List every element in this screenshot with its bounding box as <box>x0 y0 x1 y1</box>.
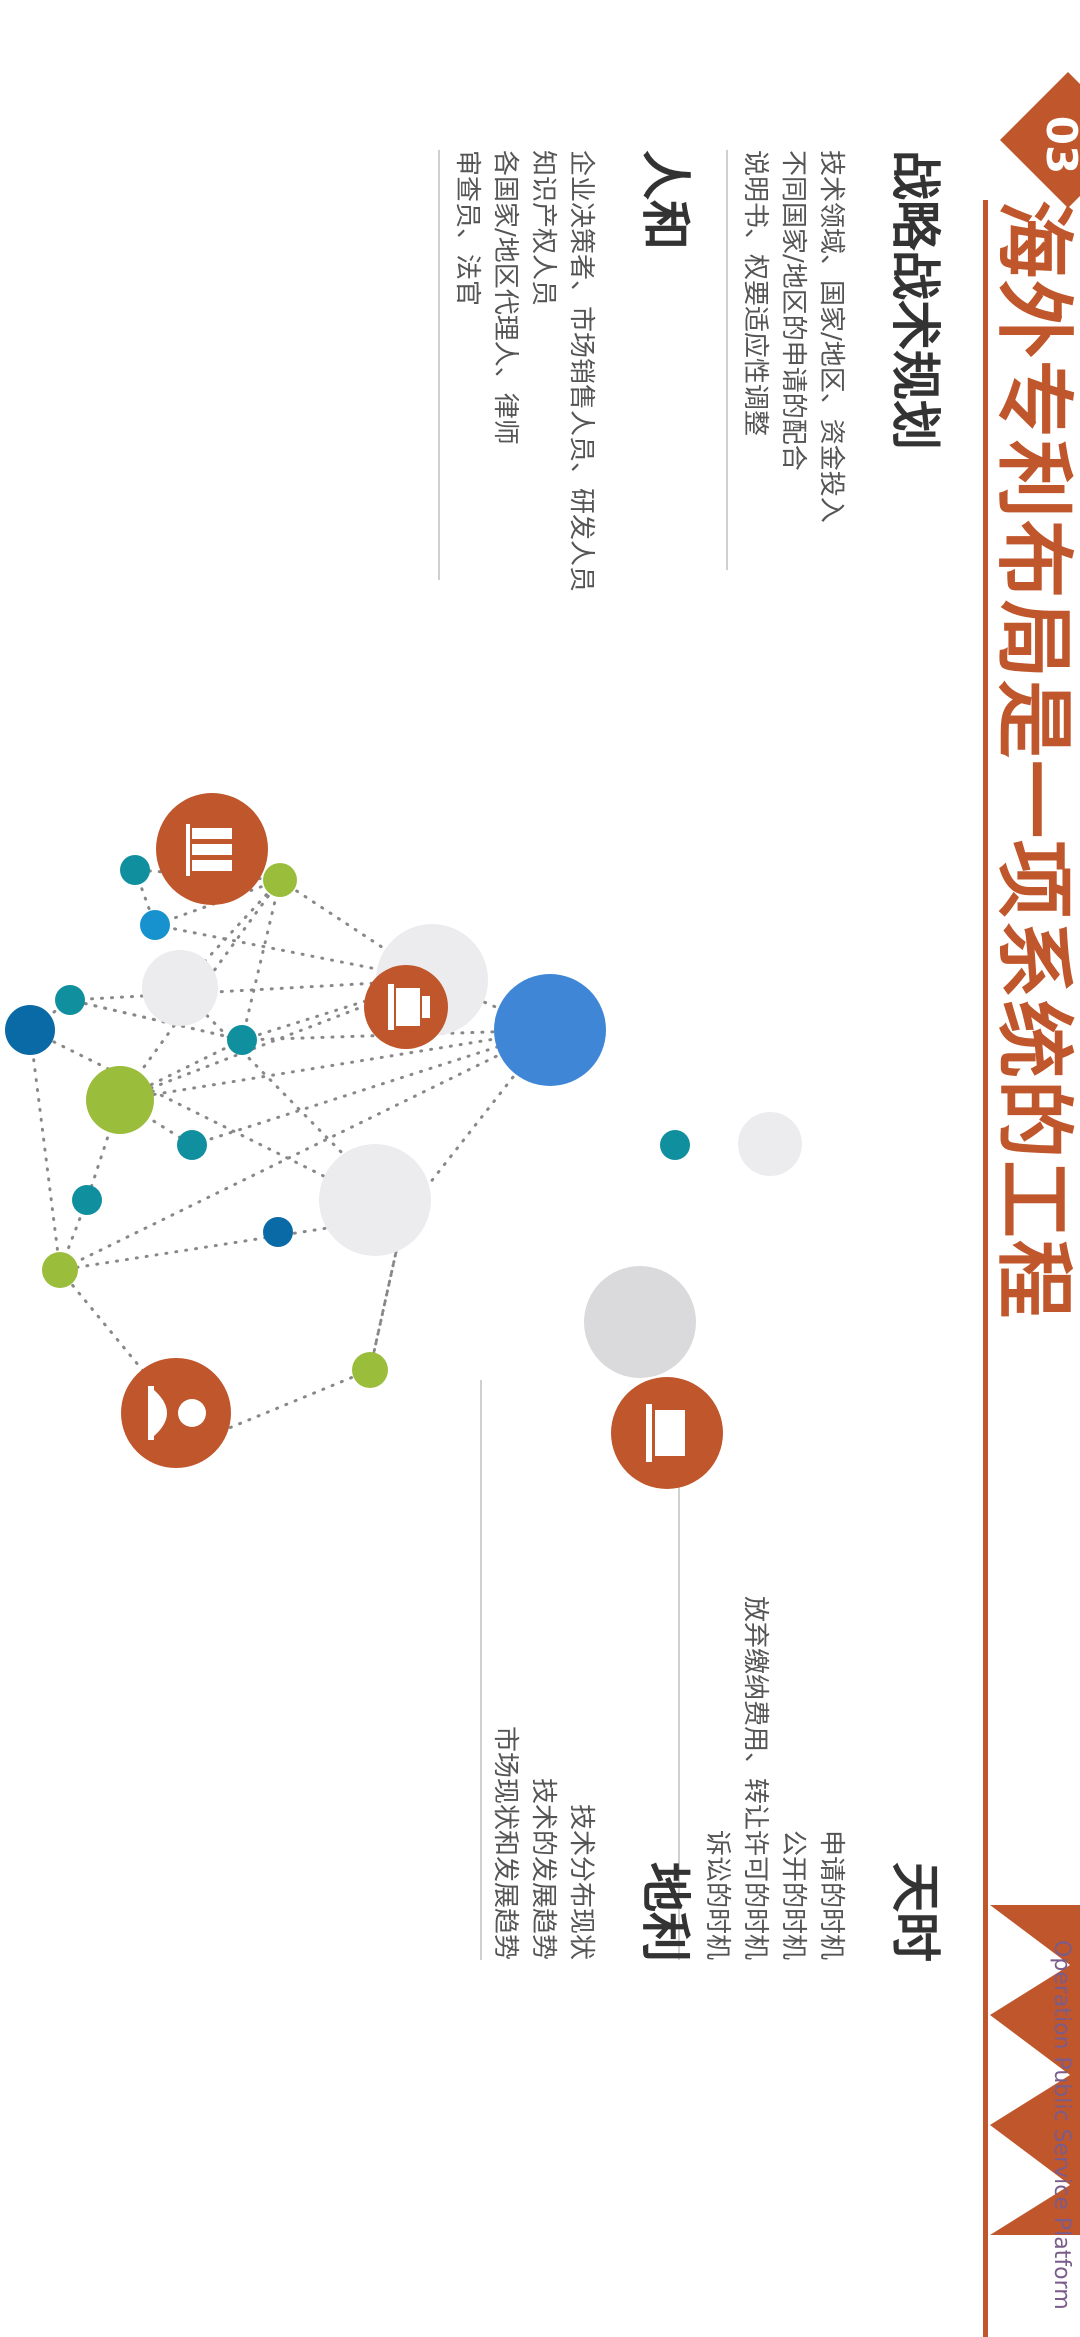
number-badge-icon <box>1000 72 1080 208</box>
zigzag-decoration-icon <box>990 1905 1080 2235</box>
businessman-icon <box>121 1358 231 1468</box>
cash-register-icon <box>364 965 448 1049</box>
network-nodes <box>5 855 802 1456</box>
books-icon <box>156 793 268 905</box>
laptop-icon <box>611 1377 723 1489</box>
